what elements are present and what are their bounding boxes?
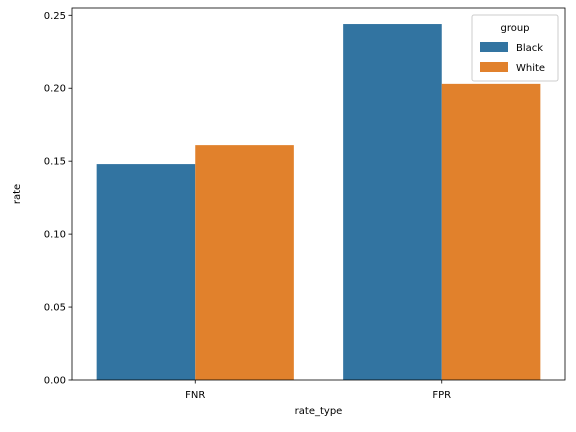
y-tick-label: 0.00 [44,376,66,387]
legend-label-white: White [516,63,545,74]
legend-title: group [500,23,529,34]
y-tick-label: 0.05 [44,303,66,314]
y-tick-label: 0.10 [44,230,66,241]
legend-label-black: Black [516,43,543,54]
axes-spines [71,7,566,381]
x-ticks-group: FNR FPR [185,380,451,401]
y-ticks-group: 0.00 0.05 0.10 0.15 0.20 0.25 [44,11,72,387]
bar-black-fpr [343,24,442,380]
bars-group [96,24,541,380]
x-axis-label: rate_type [295,406,343,417]
y-axis-label: rate [12,184,23,204]
legend-swatch-white [480,62,508,72]
legend: group Black White [471,14,559,82]
x-tick-label: FPR [432,390,451,401]
y-tick-label: 0.15 [44,157,66,168]
axes-frame [71,7,566,381]
bar-white-fnr [195,145,294,380]
legend-items: Black White [480,42,545,74]
x-tick-label: FNR [185,390,205,401]
bar-white-fpr [441,83,541,380]
y-tick-label: 0.25 [44,11,66,22]
y-tick-label: 0.20 [44,84,66,95]
bar-black-fnr [96,164,196,380]
legend-swatch-black [480,42,508,52]
